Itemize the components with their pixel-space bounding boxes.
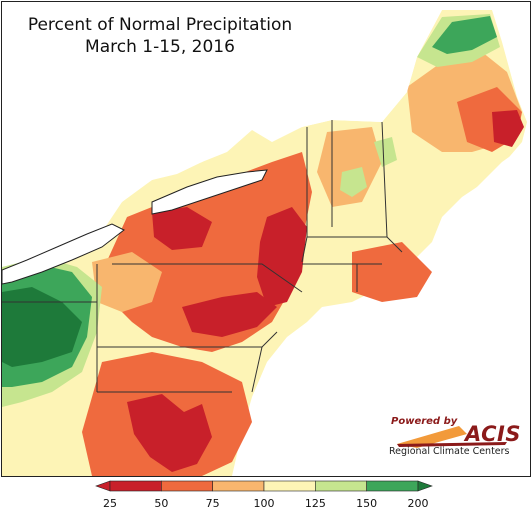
- legend-tick-label: 50: [154, 497, 168, 510]
- region-very-dry-maine: [492, 110, 524, 147]
- map-canvas: [2, 2, 530, 476]
- atlantic-ocean: [250, 142, 530, 476]
- acis-logo: Powered by ACIS Regional Climate Centers: [387, 416, 520, 460]
- lake-ontario: [151, 169, 268, 215]
- legend-tick-label: 150: [356, 497, 377, 510]
- legend-tick-label: 200: [408, 497, 429, 510]
- legend-swatch: [212, 480, 265, 492]
- region-wet-maine-north: [432, 16, 497, 54]
- region-very-wet-west: [2, 287, 82, 367]
- legend-arrow-low: [95, 480, 111, 492]
- legend-arrow-high: [417, 480, 433, 492]
- logo-brand: ACIS: [465, 422, 521, 446]
- region-very-dry-pa: [182, 292, 277, 337]
- legend-tick-label: 100: [254, 497, 275, 510]
- legend-swatch: [161, 480, 213, 492]
- acis-swoosh-icon: [397, 426, 507, 448]
- legend-tick-label: 75: [206, 497, 220, 510]
- legend-swatch: [315, 480, 367, 492]
- logo-org: Regional Climate Centers: [389, 446, 510, 457]
- region-very-dry-ny-east: [257, 207, 307, 307]
- region-somewhat-dry-west: [92, 252, 162, 312]
- region-very-dry-va-inner: [127, 394, 212, 472]
- region-somewhat-wet-nh: [374, 137, 397, 167]
- region-very-dry-ny-west: [152, 207, 212, 250]
- precipitation-map: Percent of Normal Precipitation March 1-…: [1, 1, 531, 477]
- legend-swatch: [109, 480, 162, 492]
- logo-powered-by: Powered by: [391, 416, 458, 427]
- color-legend: 25 50 75 100 125 150 200: [0, 477, 531, 511]
- legend-scale: 25 50 75 100 125 150 200: [95, 480, 433, 510]
- lake-erie: [2, 223, 125, 285]
- region-somewhat-wet-vt: [340, 167, 367, 197]
- state-borders: [2, 120, 403, 393]
- region-dry-new-england-south: [352, 242, 432, 302]
- map-title: Percent of Normal Precipitation: [27, 15, 293, 35]
- legend-swatch: [366, 480, 419, 492]
- legend-tick-label: 25: [103, 497, 117, 510]
- legend-tick-label: 125: [305, 497, 326, 510]
- legend-swatch: [263, 480, 316, 492]
- map-subtitle: March 1-15, 2016: [85, 37, 235, 57]
- canada-land: [2, 2, 530, 264]
